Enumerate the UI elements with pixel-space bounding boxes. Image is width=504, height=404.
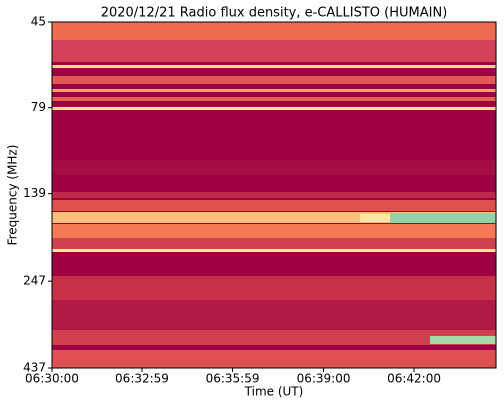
background-band (52, 238, 496, 249)
y-axis-label: Frequency (MHz) (6, 145, 20, 246)
background-band (360, 214, 390, 222)
background-band (52, 107, 496, 110)
background-band (52, 224, 496, 238)
chart-title: 2020/12/21 Radio flux density, e-CALLIST… (101, 6, 448, 21)
y-tick-label: 139 (23, 186, 46, 200)
x-axis-label: Time (UT) (244, 385, 304, 399)
background-band (52, 212, 496, 223)
x-tick-label: 06:32:59 (115, 372, 169, 386)
y-tick-label: 437 (23, 361, 46, 375)
y-tick-label: 45 (31, 15, 46, 29)
background-band (52, 22, 496, 40)
background-band (52, 276, 496, 300)
background-band (52, 97, 496, 101)
background-band (52, 65, 496, 68)
x-tick-label: 06:30:00 (25, 372, 79, 386)
y-tick-label: 247 (23, 274, 46, 288)
background-band (52, 249, 496, 252)
background-band (430, 336, 496, 344)
background-band (390, 213, 496, 223)
plot-frame (51, 21, 497, 369)
background-band (52, 330, 496, 345)
x-tick-label: 06:42:00 (387, 372, 441, 386)
background-band (52, 300, 496, 330)
background-band (52, 200, 496, 211)
background-band (52, 350, 496, 368)
y-tick-label: 79 (31, 100, 46, 114)
spectrogram-image (52, 22, 496, 368)
background-band (52, 160, 496, 175)
background-band (52, 76, 496, 84)
background-band (52, 40, 496, 62)
x-tick-label: 06:39:00 (297, 372, 351, 386)
x-tick-label: 06:35:59 (206, 372, 260, 386)
background-band (52, 192, 496, 198)
background-band (52, 89, 496, 92)
